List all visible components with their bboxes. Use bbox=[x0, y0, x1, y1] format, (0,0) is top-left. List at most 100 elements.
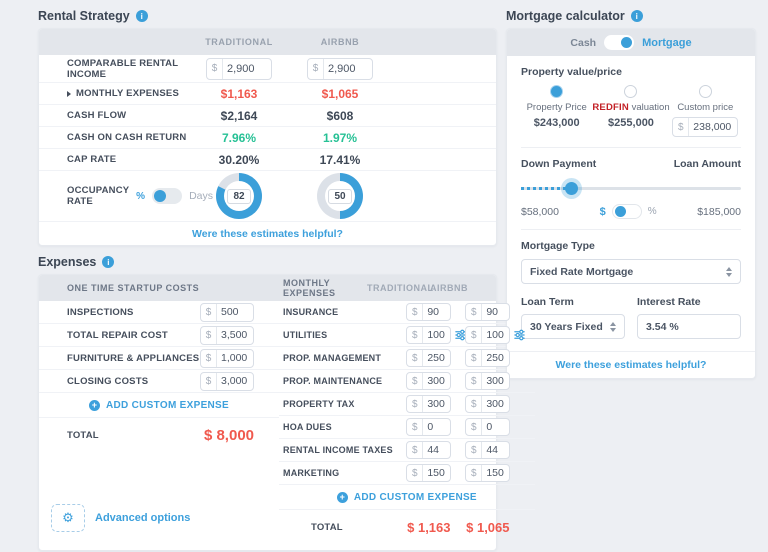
marketing-traditional-input[interactable] bbox=[423, 467, 451, 479]
loan-amount-label: Loan Amount bbox=[673, 158, 741, 170]
mortgage-calculator-panel: Cash Mortgage Property value/price Prope… bbox=[506, 28, 756, 379]
advanced-options-button[interactable]: Advanced options bbox=[39, 504, 279, 544]
dollar-percent-toggle[interactable] bbox=[611, 204, 642, 219]
loan-amount-value: $185,000 bbox=[697, 205, 741, 218]
inspections-input[interactable] bbox=[217, 306, 253, 318]
cash-mortgage-toggle[interactable] bbox=[604, 35, 635, 50]
occupancy-traditional-input[interactable] bbox=[227, 188, 251, 204]
option-label: Custom price bbox=[677, 102, 734, 113]
loan-term-select[interactable]: 30 Years Fixed bbox=[521, 314, 625, 339]
rental-income-taxes-airbnb-input[interactable] bbox=[482, 444, 510, 456]
down-payment-label: Down Payment bbox=[521, 158, 597, 170]
insurance-traditional-input[interactable] bbox=[423, 306, 451, 318]
occupancy-gauge-traditional bbox=[216, 173, 262, 219]
advanced-options-label: Advanced options bbox=[95, 512, 191, 524]
currency-prefix: $ bbox=[466, 304, 483, 320]
column-header-airbnb: AIRBNB bbox=[430, 283, 468, 293]
info-icon[interactable] bbox=[102, 256, 115, 268]
currency-prefix: $ bbox=[407, 465, 424, 481]
sliders-icon[interactable] bbox=[455, 329, 466, 341]
utilities-airbnb-input[interactable] bbox=[482, 329, 510, 341]
currency-prefix: $ bbox=[201, 349, 217, 367]
toggle-knob bbox=[614, 206, 626, 217]
occupancy-airbnb-input[interactable] bbox=[328, 188, 352, 204]
rental-strategy-title-text: Rental Strategy bbox=[38, 9, 130, 23]
property-tax-airbnb-input[interactable] bbox=[482, 398, 510, 410]
percent-option-label[interactable]: % bbox=[647, 206, 657, 217]
slider-thumb[interactable] bbox=[564, 182, 578, 195]
property-tax-traditional-input[interactable] bbox=[423, 398, 451, 410]
currency-prefix: $ bbox=[466, 419, 483, 435]
expenses-title-text: Expenses bbox=[38, 255, 97, 269]
insurance-airbnb-input[interactable] bbox=[482, 306, 510, 318]
mortgage-calculator-title: Mortgage calculator bbox=[506, 4, 756, 28]
currency-prefix: $ bbox=[308, 58, 324, 79]
radio-property-price[interactable] bbox=[550, 85, 564, 98]
hoa-dues-traditional-input[interactable] bbox=[423, 421, 451, 433]
row-label: MONTHLY EXPENSES bbox=[76, 88, 179, 99]
down-payment-slider[interactable] bbox=[521, 180, 741, 196]
add-custom-expense-button[interactable]: ADD CUSTOM EXPENSE bbox=[279, 485, 535, 510]
row-label: UTILITIES bbox=[283, 330, 328, 340]
rental-income-airbnb-input[interactable] bbox=[324, 62, 372, 75]
slider-active-track bbox=[521, 187, 572, 190]
table-row: CLOSING COSTS $ bbox=[39, 370, 279, 393]
furniture-appliances-input[interactable] bbox=[217, 352, 253, 364]
table-row: PROP. MANAGEMENT $ $ bbox=[279, 347, 535, 370]
estimates-helpful-link[interactable]: Were these estimates helpful? bbox=[39, 221, 496, 245]
days-option-label[interactable]: Days bbox=[189, 190, 213, 202]
one-time-costs-section: INSPECTIONS $ TOTAL REPAIR COST $ FURNIT… bbox=[39, 301, 279, 544]
interest-rate-label: Interest Rate bbox=[637, 296, 701, 308]
table-row: FURNITURE & APPLIANCES $ bbox=[39, 347, 279, 370]
currency-prefix: $ bbox=[201, 303, 217, 321]
column-header-airbnb: AIRBNB bbox=[320, 37, 360, 47]
occupancy-unit-toggle[interactable] bbox=[152, 188, 183, 204]
loan-term-label: Loan Term bbox=[521, 296, 574, 308]
expenses-header: ONE TIME STARTUP COSTS MONTHLY EXPENSES … bbox=[39, 275, 496, 301]
row-label: HOA DUES bbox=[283, 422, 332, 432]
utilities-traditional-input[interactable] bbox=[423, 329, 451, 341]
row-label: CLOSING COSTS bbox=[67, 375, 149, 387]
expenses-title: Expenses bbox=[38, 250, 497, 274]
prop-management-airbnb-input[interactable] bbox=[482, 352, 510, 364]
total-repair-cost-input[interactable] bbox=[217, 329, 253, 341]
total-label: TOTAL bbox=[311, 521, 343, 533]
monthly-expenses-expand[interactable]: MONTHLY EXPENSES bbox=[39, 88, 204, 99]
info-icon[interactable] bbox=[630, 10, 643, 22]
table-row: CASH FLOW $2,164 $608 bbox=[39, 105, 496, 127]
hoa-dues-airbnb-input[interactable] bbox=[482, 421, 510, 433]
monthly-total-row: TOTAL $ 1,163 $ 1,065 bbox=[279, 510, 535, 544]
sliders-icon[interactable] bbox=[514, 329, 525, 341]
prop-management-traditional-input[interactable] bbox=[423, 352, 451, 364]
marketing-airbnb-input[interactable] bbox=[482, 467, 510, 479]
rental-income-traditional-input[interactable] bbox=[223, 62, 271, 75]
one-time-costs-header: ONE TIME STARTUP COSTS bbox=[67, 283, 200, 293]
estimates-helpful-link[interactable]: Were these estimates helpful? bbox=[507, 351, 755, 378]
add-custom-expense-button[interactable]: ADD CUSTOM EXPENSE bbox=[39, 393, 279, 418]
payment-method-header: Cash Mortgage bbox=[507, 29, 755, 56]
dollar-option-label[interactable]: $ bbox=[599, 205, 606, 218]
cash-option-label[interactable]: Cash bbox=[570, 36, 597, 49]
currency-prefix: $ bbox=[466, 396, 483, 412]
prop-maintenance-traditional-input[interactable] bbox=[423, 375, 451, 387]
rental-income-traditional-input-group: $ bbox=[206, 57, 272, 80]
radio-redfin-valuation[interactable] bbox=[624, 85, 638, 98]
prop-maintenance-airbnb-input[interactable] bbox=[482, 375, 510, 387]
row-label: TOTAL REPAIR COST bbox=[67, 329, 168, 341]
currency-prefix: $ bbox=[466, 350, 483, 366]
expenses-panel: ONE TIME STARTUP COSTS MONTHLY EXPENSES … bbox=[38, 274, 535, 551]
mortgage-option-label[interactable]: Mortgage bbox=[642, 36, 692, 49]
redfin-valuation-option: REDFIN valuation $255,000 bbox=[592, 85, 670, 137]
monthly-expenses-traditional-value: $1,163 bbox=[220, 86, 258, 101]
currency-prefix: $ bbox=[466, 442, 483, 458]
custom-price-input[interactable] bbox=[689, 121, 738, 133]
radio-custom-price[interactable] bbox=[698, 85, 712, 98]
closing-costs-input[interactable] bbox=[217, 375, 253, 387]
row-label: RENTAL INCOME TAXES bbox=[283, 445, 393, 455]
rental-income-taxes-traditional-input[interactable] bbox=[423, 444, 451, 456]
mortgage-type-select[interactable]: Fixed Rate Mortgage bbox=[521, 259, 741, 284]
info-icon[interactable] bbox=[135, 10, 148, 22]
percent-option-label[interactable]: % bbox=[136, 190, 146, 202]
slider-track[interactable] bbox=[521, 187, 741, 190]
interest-rate-input[interactable] bbox=[637, 314, 741, 339]
